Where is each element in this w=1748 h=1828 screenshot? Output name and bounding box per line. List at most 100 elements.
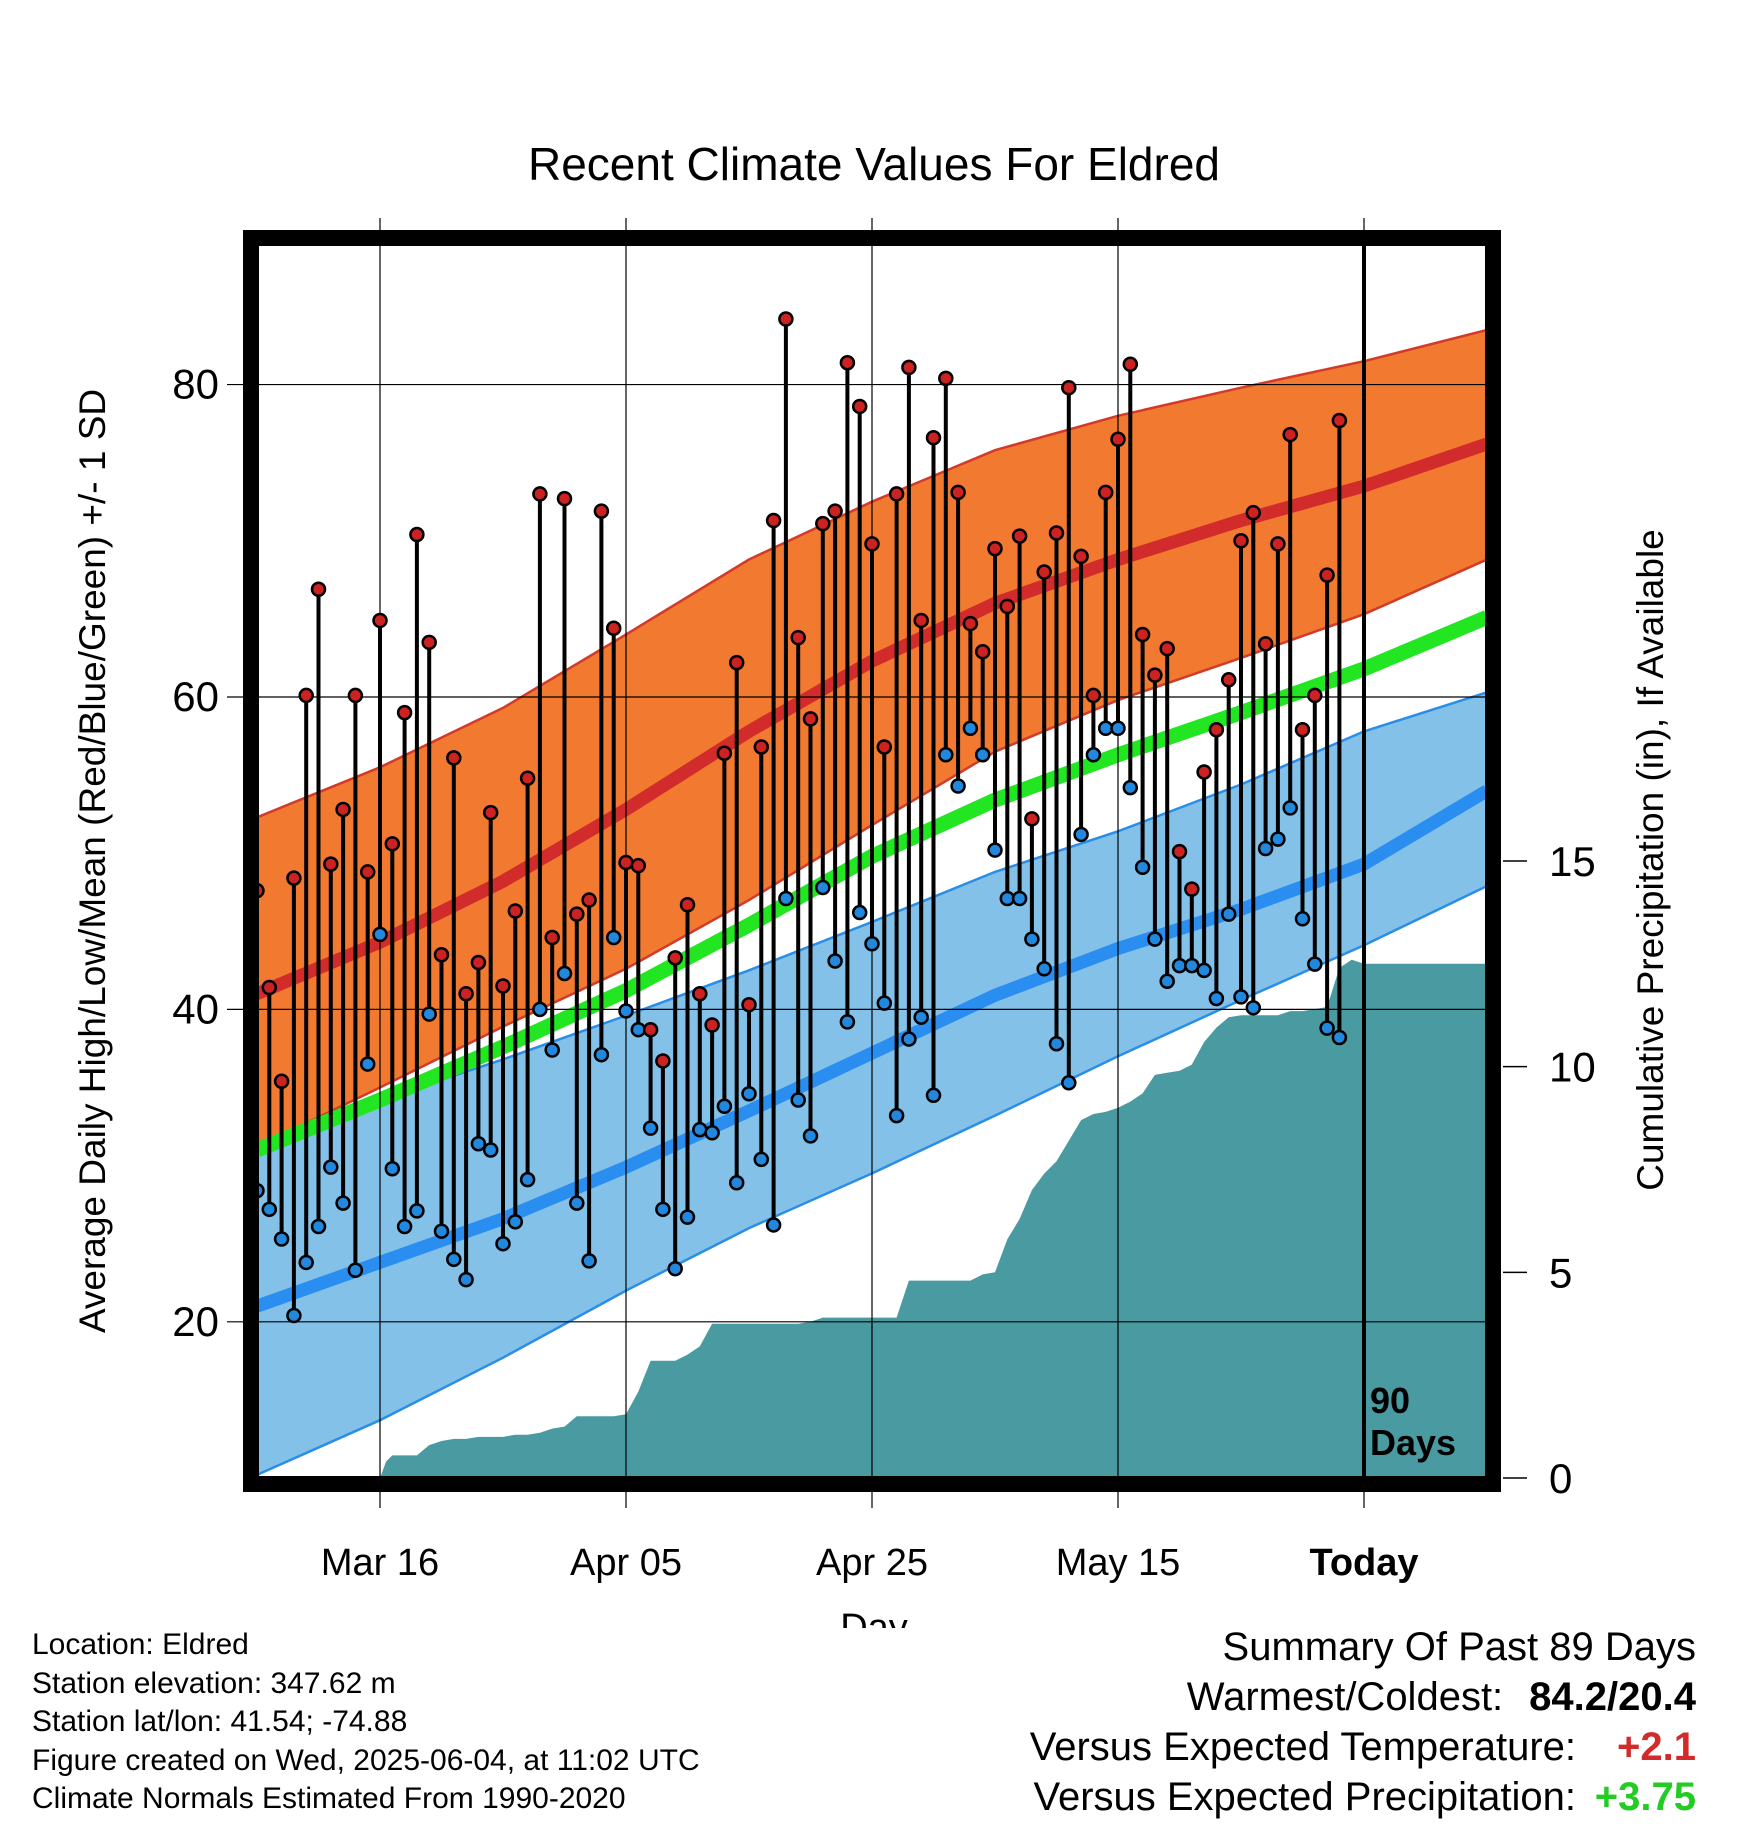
low-point <box>1073 826 1089 843</box>
low-point <box>728 1175 745 1191</box>
low-point <box>839 1014 856 1030</box>
low-point <box>298 1254 314 1271</box>
high-point <box>1220 672 1237 688</box>
high-point <box>1097 484 1114 501</box>
high-point <box>1011 528 1028 544</box>
today-days-label: Days <box>1370 1422 1456 1463</box>
low-point <box>1061 1075 1077 1091</box>
low-point <box>1257 840 1274 857</box>
high-point <box>286 870 302 886</box>
y-tick-label: 80 <box>172 361 219 408</box>
y-tick-label: 40 <box>172 985 219 1032</box>
high-point <box>839 354 856 371</box>
high-point <box>901 359 917 376</box>
low-point <box>605 929 622 946</box>
low-point <box>544 1042 560 1058</box>
high-point <box>1134 626 1151 643</box>
high-point <box>1122 356 1139 373</box>
high-point <box>618 854 634 871</box>
low-point <box>519 1171 536 1188</box>
low-point <box>950 778 966 794</box>
low-point <box>815 879 831 896</box>
high-point <box>1196 764 1212 780</box>
y-axis-label: Average Daily High/Low/Mean (Red/Blue/Gr… <box>72 389 113 1333</box>
low-point <box>446 1251 462 1268</box>
high-point <box>1233 533 1249 549</box>
high-point <box>765 512 782 529</box>
x-tick-label: Apr 05 <box>570 1542 682 1584</box>
high-point <box>409 526 425 543</box>
high-point <box>1024 811 1040 827</box>
low-point <box>569 1195 585 1211</box>
low-point <box>692 1121 708 1138</box>
high-point <box>864 536 880 552</box>
temp-value: +2.1 <box>1617 1725 1696 1769</box>
low-point <box>987 842 1003 858</box>
low-point <box>913 1009 929 1025</box>
low-point <box>753 1151 770 1168</box>
location-text: Location: Eldred <box>32 1628 249 1661</box>
low-point <box>925 1087 942 1104</box>
high-point <box>507 903 524 919</box>
low-point <box>938 747 954 763</box>
high-point <box>999 598 1016 615</box>
high-point <box>667 950 683 966</box>
high-point <box>778 311 794 327</box>
low-point <box>1270 831 1286 847</box>
elevation-text: Station elevation: 347.62 m <box>32 1666 396 1700</box>
low-point <box>396 1218 413 1235</box>
low-point <box>864 936 880 952</box>
precip-label: Versus Expected Precipitation: <box>1033 1775 1576 1819</box>
high-point <box>1073 548 1089 565</box>
low-point <box>581 1253 597 1269</box>
summary-precip: Versus Expected Precipitation: +3.75 <box>1030 1772 1696 1822</box>
high-point <box>519 770 536 786</box>
warm-cold-label: Warmest/Coldest: <box>1186 1675 1504 1719</box>
y-tick-label: 20 <box>172 1298 219 1345</box>
low-point <box>310 1218 327 1235</box>
high-point <box>1245 504 1262 521</box>
low-point <box>888 1107 905 1124</box>
x-tick-label: Today <box>1309 1542 1418 1584</box>
high-point <box>605 620 622 637</box>
high-point <box>1085 687 1102 704</box>
high-point <box>298 687 314 704</box>
high-point <box>421 634 437 651</box>
y2-tick-label: 0 <box>1549 1455 1572 1502</box>
low-point <box>716 1098 733 1114</box>
high-point <box>1257 636 1274 652</box>
high-point <box>495 978 511 994</box>
high-point <box>728 654 745 671</box>
high-point <box>888 486 905 502</box>
high-point <box>532 486 548 502</box>
high-point <box>802 711 819 727</box>
x-tick-label: May 15 <box>1056 1542 1181 1584</box>
high-point <box>396 704 413 721</box>
high-point <box>1184 881 1200 897</box>
high-point <box>1061 379 1077 396</box>
low-point <box>1048 1036 1065 1052</box>
low-point <box>532 1001 548 1018</box>
high-point <box>1307 687 1323 704</box>
high-point <box>1270 536 1286 552</box>
high-point <box>470 954 487 971</box>
low-point <box>347 1262 364 1279</box>
low-point <box>1147 931 1163 947</box>
high-point <box>827 503 843 519</box>
chart-title: Recent Climate Values For Eldred <box>528 138 1220 190</box>
summary-warm-cold: Warmest/Coldest: 84.2/20.4 <box>1030 1672 1696 1722</box>
high-point <box>1331 412 1348 429</box>
low-point <box>901 1031 917 1047</box>
daily-values <box>249 311 1348 1324</box>
low-point <box>1134 859 1151 875</box>
low-point <box>1245 1000 1262 1016</box>
low-point <box>827 953 843 969</box>
low-point <box>286 1307 302 1324</box>
low-point <box>323 1159 339 1175</box>
low-point <box>335 1195 351 1211</box>
low-point <box>1233 989 1249 1005</box>
created-text: Figure created on Wed, 2025-06-04, at 11… <box>32 1743 700 1777</box>
low-point <box>1196 962 1212 979</box>
low-point <box>1294 911 1311 927</box>
